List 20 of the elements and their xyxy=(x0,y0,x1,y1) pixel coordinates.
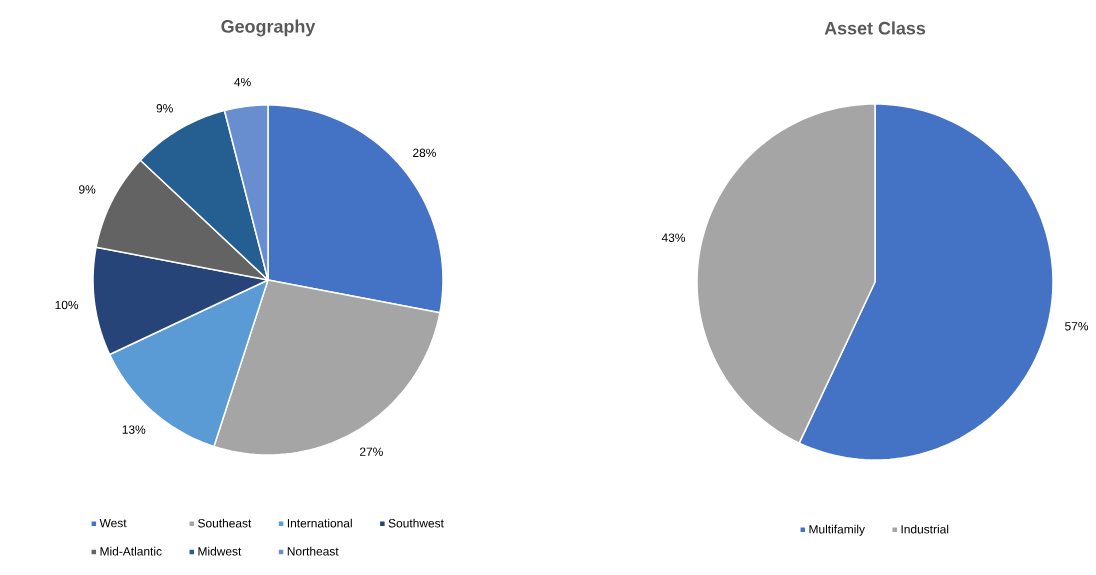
chart-title: Asset Class xyxy=(824,21,926,35)
legend-label: West xyxy=(99,518,127,528)
legend-label: Industrial xyxy=(901,524,949,534)
legend-label: Southwest xyxy=(388,518,444,528)
legend-label: Midwest xyxy=(198,546,242,556)
legend-label: Multifamily xyxy=(809,524,865,536)
data-label: 9% xyxy=(79,185,96,194)
data-label: 57% xyxy=(1065,322,1089,331)
data-label: 28% xyxy=(413,148,436,158)
legend-label: International xyxy=(287,518,352,528)
legend-label: Southeast xyxy=(198,518,252,528)
legend-label: Northeast xyxy=(287,546,339,556)
data-label: 4% xyxy=(234,77,251,87)
data-label: 9% xyxy=(156,104,173,113)
data-label: 13% xyxy=(122,425,146,434)
legend-label: Mid-Atlantic xyxy=(100,546,162,556)
data-label: 27% xyxy=(359,447,383,456)
data-label: 43% xyxy=(661,233,686,242)
data-label: 10% xyxy=(55,300,79,310)
chart-title: Geography xyxy=(221,19,316,37)
